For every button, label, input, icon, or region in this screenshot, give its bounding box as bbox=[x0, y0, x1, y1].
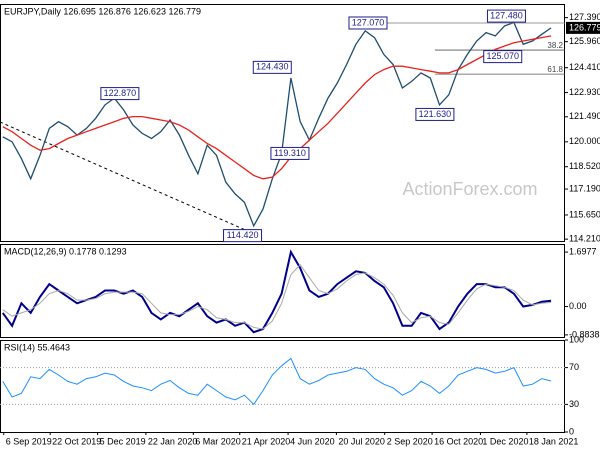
x-tick-label: 22 Jan 2020 bbox=[148, 436, 198, 446]
panel-title: EURJPY,Daily 126.695 126.876 126.623 126… bbox=[4, 6, 201, 16]
price-label-box bbox=[252, 60, 292, 74]
y-tick-label: -0.8838 bbox=[569, 329, 600, 339]
price-label-box bbox=[270, 146, 310, 160]
price-label-box bbox=[486, 9, 526, 23]
last-price-label: 126.779 bbox=[569, 22, 600, 32]
x-tick-label: 18 Jan 2021 bbox=[529, 436, 579, 446]
x-tick-label: 6 Mar 2020 bbox=[195, 436, 241, 446]
panel-frame bbox=[0, 340, 565, 433]
price-label: 119.310 bbox=[274, 148, 306, 158]
price-label: 127.070 bbox=[352, 17, 385, 27]
price-label-box bbox=[348, 16, 388, 30]
series-line bbox=[1, 249, 552, 334]
y-tick-label: 115.650 bbox=[569, 209, 600, 219]
last-price-tag bbox=[566, 21, 600, 34]
x-tick-label: 1 Dec 2020 bbox=[482, 436, 528, 446]
y-tick-label: 30 bbox=[569, 399, 579, 409]
watermark: ActionForex.com bbox=[402, 179, 537, 199]
y-tick-label: 114.210 bbox=[569, 234, 600, 244]
x-tick-label: 16 Oct 2020 bbox=[434, 436, 483, 446]
price-label-box bbox=[100, 87, 140, 101]
y-tick-label: 127.390 bbox=[569, 12, 600, 22]
y-tick-label: 120.000 bbox=[569, 136, 600, 146]
x-tick-label: 4 Jun 2020 bbox=[290, 436, 335, 446]
y-tick-label: 122.930 bbox=[569, 87, 600, 97]
price-label: 127.480 bbox=[490, 10, 523, 20]
price-label: 122.870 bbox=[104, 88, 137, 98]
y-tick-label: 1.6977 bbox=[569, 246, 597, 256]
x-tick-label: 22 Oct 2019 bbox=[52, 436, 101, 446]
y-tick-label: 117.190 bbox=[569, 183, 600, 193]
panel-title: RSI(14) 55.4643 bbox=[4, 342, 70, 352]
panel-title: MACD(12,26,9) 0.1778 0.1293 bbox=[4, 246, 127, 256]
price-label-box bbox=[415, 107, 455, 121]
x-tick-label: 20 Jul 2020 bbox=[338, 436, 385, 446]
series-line bbox=[2, 357, 552, 406]
price-label-box bbox=[483, 50, 523, 64]
y-tick-label: 70 bbox=[569, 362, 579, 372]
x-tick-label: 5 Dec 2019 bbox=[100, 436, 146, 446]
x-tick-label: 21 Apr 2020 bbox=[242, 436, 291, 446]
y-tick-label: 100 bbox=[569, 334, 584, 344]
y-tick-label: 0.00 bbox=[569, 301, 587, 311]
y-tick-label: 121.490 bbox=[569, 111, 600, 121]
price-label-box bbox=[223, 229, 263, 243]
y-tick-label: 125.960 bbox=[569, 36, 600, 46]
price-label: 114.420 bbox=[227, 230, 259, 240]
x-tick-label: 6 Sep 2019 bbox=[6, 436, 52, 446]
price-label: 125.070 bbox=[486, 51, 519, 61]
fib-label: 38.2 bbox=[547, 41, 563, 50]
y-tick-label: 118.520 bbox=[569, 161, 600, 171]
price-label: 124.430 bbox=[256, 62, 289, 72]
price-label: 121.630 bbox=[419, 109, 452, 119]
x-tick-label: 2 Sep 2020 bbox=[387, 436, 433, 446]
y-tick-label: 0 bbox=[569, 426, 574, 436]
series-line bbox=[2, 21, 552, 228]
panel-frame bbox=[0, 4, 565, 242]
fib-label: 61.8 bbox=[547, 65, 563, 74]
series-line bbox=[2, 264, 552, 330]
series-line bbox=[2, 35, 552, 180]
trend-line bbox=[0, 121, 260, 237]
panel-frame bbox=[0, 244, 565, 338]
y-tick-label: 124.410 bbox=[569, 62, 600, 72]
